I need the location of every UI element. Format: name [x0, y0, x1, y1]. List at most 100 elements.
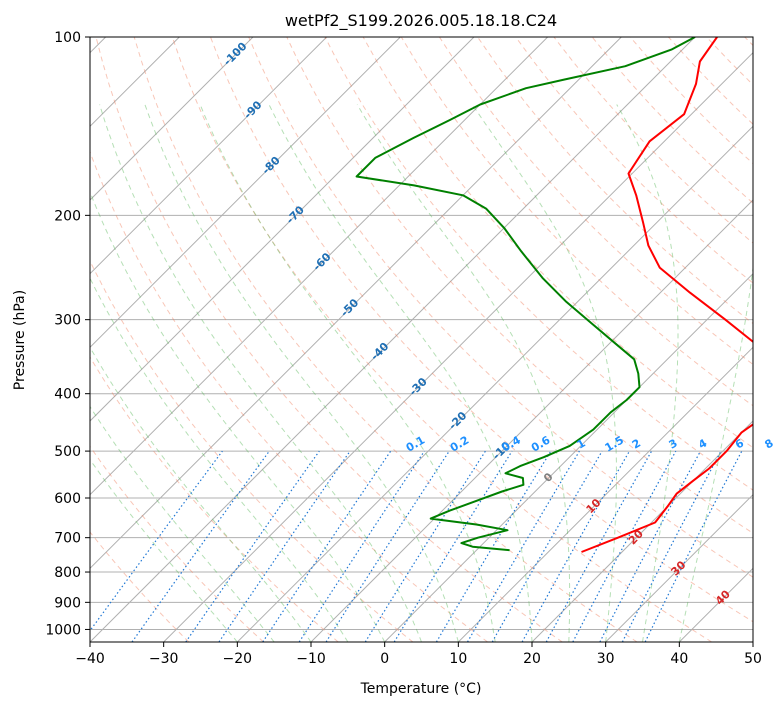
moist-adiabat-line	[90, 346, 312, 642]
isotherm-line	[90, 37, 622, 570]
y-axis-ticks: 100 200 300 400 500 600 700 800 900 1000	[45, 30, 90, 638]
x-tick-label: −30	[149, 651, 179, 667]
mixing-ratio-line	[364, 450, 486, 642]
y-tick-label: 100	[54, 30, 81, 46]
isotherm-line	[236, 125, 753, 642]
mixing-ratio-line	[325, 450, 450, 642]
x-tick-label: 20	[523, 651, 541, 667]
y-axis-label: Pressure (hPa)	[12, 290, 28, 390]
mixing-ratio-lines	[90, 450, 743, 642]
x-tick-label: 50	[744, 651, 762, 667]
dry-adiabat-line	[90, 531, 190, 642]
x-axis-label: Temperature (°C)	[360, 681, 482, 697]
chart-title: wetPf2_S199.2026.005.18.18.C24	[285, 11, 557, 31]
isotherm-line	[163, 51, 753, 642]
y-tick-label: 700	[54, 531, 81, 547]
mixing-ratio-line	[298, 450, 425, 642]
isotherm-line	[310, 199, 753, 642]
isotherm-line	[457, 346, 753, 642]
dry-adiabat-line	[210, 37, 753, 623]
isotherm-line	[90, 37, 475, 422]
isotherm-line	[752, 641, 753, 642]
moist-adiabat-lines	[90, 104, 753, 642]
dry-adiabat-line	[133, 37, 638, 642]
y-tick-label: 300	[54, 313, 81, 329]
isotherm-line	[90, 37, 254, 201]
dry-adiabat-line	[90, 445, 264, 642]
isotherm-line	[90, 37, 696, 642]
mixing-ratio-label: 3	[667, 437, 680, 452]
moist-adiabat-line	[616, 104, 679, 642]
x-tick-label: 40	[670, 651, 688, 667]
mixing-ratio-line	[185, 450, 320, 642]
moist-adiabat-line	[99, 104, 422, 642]
dry-adiabat-line	[438, 37, 753, 366]
isotherm-line	[90, 37, 328, 275]
y-tick-label: 800	[54, 565, 81, 581]
dry-adiabat-line	[515, 37, 753, 284]
dry-adiabat-line	[591, 37, 753, 204]
mixing-ratio-label: 4	[696, 436, 709, 451]
dewpoint-line	[355, 37, 696, 552]
dry-adiabat-line	[90, 259, 414, 642]
mixing-ratio-line	[521, 450, 631, 642]
moist-adiabat-line	[471, 104, 617, 642]
dry-adiabat-line	[95, 37, 563, 642]
y-tick-label: 400	[54, 387, 81, 403]
y-tick-label: 600	[54, 491, 81, 507]
mixing-ratio-line	[644, 450, 743, 642]
mixing-ratio-line	[90, 450, 223, 632]
isotherm-line	[90, 37, 401, 349]
dry-adiabat-line	[248, 37, 753, 578]
mixing-ratio-label: 6	[733, 436, 746, 451]
y-tick-label: 200	[54, 208, 81, 224]
moist-adiabat-line	[90, 190, 386, 642]
dry-adiabat-line	[400, 37, 753, 407]
x-tick-label: −20	[223, 651, 253, 667]
isotherm-line	[90, 37, 549, 496]
x-tick-label: −40	[75, 651, 105, 667]
mixing-ratio-line	[572, 450, 677, 642]
moist-adiabat-line	[90, 405, 275, 642]
y-tick-label: 500	[54, 444, 81, 460]
isotherm-line	[384, 272, 753, 642]
moist-adiabat-line	[199, 104, 496, 642]
dry-adiabat-line	[90, 150, 488, 642]
mixing-ratio-line	[218, 450, 351, 642]
isotherm-lines	[90, 37, 753, 642]
mixing-ratio-label: 1	[575, 437, 588, 452]
dry-adiabat-line	[171, 37, 712, 642]
dry-adiabat-lines	[90, 37, 753, 642]
mixing-ratio-line	[131, 450, 270, 642]
y-tick-label: 900	[54, 595, 81, 611]
isotherm-line	[605, 493, 753, 642]
moist-adiabat-line	[144, 104, 459, 642]
moist-adiabat-line	[356, 104, 571, 642]
moist-adiabat-line	[90, 277, 349, 642]
dry-adiabat-line	[90, 356, 339, 642]
mixing-ratio-line	[393, 450, 513, 642]
mixing-ratio-label: 2	[630, 437, 643, 452]
isotherm-line	[678, 567, 753, 642]
mixing-ratio-label: 8	[762, 437, 775, 452]
x-tick-label: 30	[597, 651, 615, 667]
isotherm-line	[531, 420, 753, 642]
mixing-ratio-line	[545, 450, 653, 642]
dry-adiabat-line	[286, 37, 753, 534]
x-axis-ticks: −40 −30 −20 −10 0 10 20 30 40 50	[75, 642, 762, 667]
x-tick-label: −10	[296, 651, 326, 667]
moist-adiabat-line	[268, 104, 533, 642]
moist-adiabat-line	[678, 264, 753, 642]
moist-adiabat-line	[90, 458, 238, 642]
mixing-ratio-line	[262, 450, 392, 642]
x-tick-label: 10	[449, 651, 467, 667]
temperature-line	[581, 37, 753, 553]
isobar-lines	[90, 37, 753, 630]
dry-adiabat-line	[668, 37, 753, 125]
series-lines	[355, 37, 753, 553]
dry-adiabat-line	[706, 37, 753, 86]
x-tick-label: 0	[380, 651, 389, 667]
mixing-ratio-line	[435, 450, 552, 642]
